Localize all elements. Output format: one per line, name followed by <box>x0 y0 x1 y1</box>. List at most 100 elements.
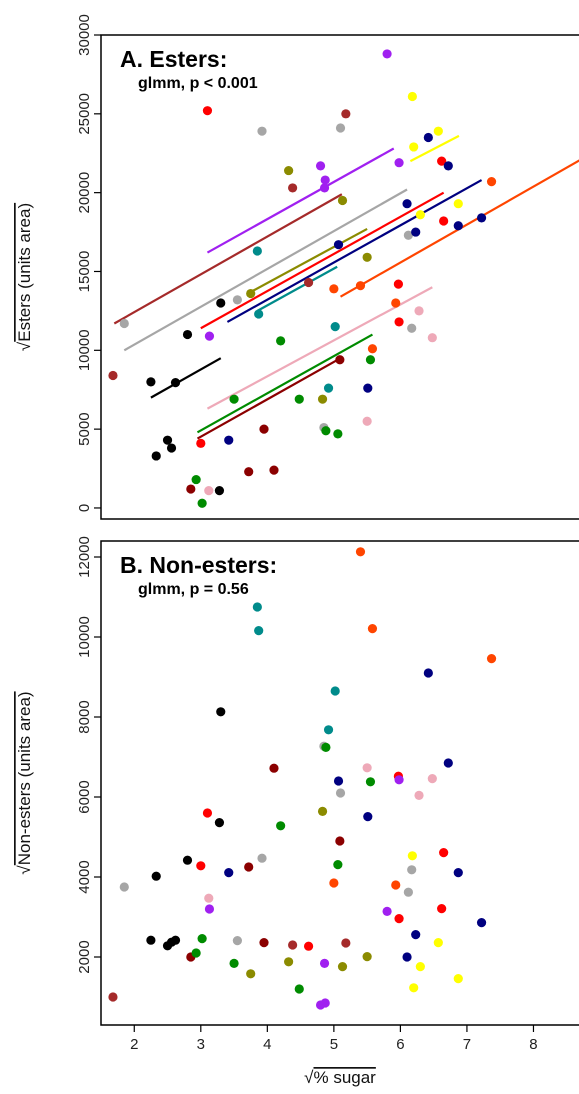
data-point-green <box>276 336 286 346</box>
regression-line-orange <box>339 159 579 298</box>
data-point-black <box>146 935 156 945</box>
data-point-black <box>214 486 225 496</box>
data-point-gray <box>403 887 413 897</box>
data-point-red <box>394 317 404 327</box>
data-point-black <box>170 935 181 945</box>
regression-line-black <box>150 357 222 399</box>
data-point-green <box>276 821 286 831</box>
data-point-green <box>333 429 343 439</box>
data-point-black <box>216 298 226 308</box>
data-point-red <box>439 848 449 858</box>
data-point-darkred <box>269 465 279 475</box>
data-point-navy <box>423 132 433 143</box>
data-point-green <box>229 958 239 969</box>
y-tick-label: 2000 <box>76 940 93 973</box>
data-point-brown <box>341 109 351 119</box>
data-point-brown <box>108 370 118 381</box>
data-point-navy <box>453 221 463 231</box>
data-point-navy <box>363 812 373 822</box>
data-point-brown <box>108 992 118 1002</box>
data-point-orange <box>355 547 366 557</box>
y-axis-label-text: Esters (units area) <box>15 203 34 342</box>
data-point-olive <box>337 962 348 972</box>
y-axis-label: √Non-esters (units area) <box>15 691 34 874</box>
data-point-navy <box>423 668 433 678</box>
data-point-yellow <box>453 974 463 984</box>
data-point-black <box>166 443 177 453</box>
data-point-olive <box>362 252 372 262</box>
data-point-red <box>437 904 447 914</box>
data-point-darkred <box>186 484 196 494</box>
y-axis-label-text: Non-esters (units area) <box>15 691 34 865</box>
x-axis-label-text: % sugar <box>313 1068 376 1087</box>
data-point-green <box>197 934 207 944</box>
data-point-black <box>170 378 181 388</box>
data-point-darkred <box>244 862 254 872</box>
data-point-purple <box>204 904 215 914</box>
data-point-gray <box>335 123 346 133</box>
data-point-orange <box>367 344 378 354</box>
data-point-purple <box>394 775 404 785</box>
data-point-navy <box>333 776 344 786</box>
regression-line-yellow <box>409 134 460 163</box>
y-tick-label: 10000 <box>76 329 93 371</box>
data-point-navy <box>363 383 373 393</box>
data-point-yellow <box>409 142 419 152</box>
data-point-orange <box>391 880 401 890</box>
data-point-olive <box>284 165 294 176</box>
data-point-brown <box>303 277 314 288</box>
data-point-teal <box>330 322 340 332</box>
data-point-navy <box>402 199 412 209</box>
data-point-navy <box>224 868 234 878</box>
data-point-green <box>321 426 331 436</box>
data-point-darkred <box>259 424 269 434</box>
data-point-purple <box>394 158 404 168</box>
data-point-gray <box>119 318 129 329</box>
data-point-pink <box>362 763 372 773</box>
data-point-yellow <box>409 983 419 993</box>
data-point-yellow <box>407 91 417 102</box>
data-point-purple <box>319 958 330 969</box>
data-point-red <box>439 216 449 226</box>
data-point-red <box>196 861 206 871</box>
data-point-darkred <box>244 467 254 477</box>
data-point-olive <box>246 969 256 979</box>
y-tick-label: 30000 <box>76 14 93 56</box>
data-point-yellow <box>415 210 425 220</box>
panel-subtitle: glmm, p = 0.56 <box>138 581 249 598</box>
data-point-darkred <box>335 355 345 365</box>
data-point-gray <box>407 865 417 875</box>
data-point-red <box>394 914 404 924</box>
y-tick-label: 0 <box>76 504 93 512</box>
data-point-green <box>365 777 376 787</box>
regression-line-red <box>200 191 445 330</box>
data-point-navy <box>453 868 463 878</box>
data-point-olive <box>337 195 348 206</box>
x-tick-label: 3 <box>197 1036 205 1053</box>
regression-line-purple <box>206 147 395 254</box>
regression-line-darkred <box>196 357 342 440</box>
regression-line-gray <box>123 188 408 352</box>
data-point-black <box>151 451 161 461</box>
data-point-purple <box>315 161 326 171</box>
data-point-green <box>229 394 239 404</box>
data-point-gray <box>335 788 346 798</box>
panel-title: A. Esters: <box>120 46 227 72</box>
data-point-navy <box>443 161 453 171</box>
data-point-brown <box>288 183 298 193</box>
y-tick-label: 5000 <box>76 412 93 445</box>
x-tick-label: 5 <box>330 1036 338 1053</box>
data-point-brown <box>288 940 298 950</box>
panel-subtitle: glmm, p < 0.001 <box>138 75 258 92</box>
data-point-olive <box>317 806 328 817</box>
data-point-navy <box>443 758 453 768</box>
data-point-gray <box>257 126 267 136</box>
x-axis: 23456789√% sugar <box>130 1025 538 1087</box>
data-point-orange <box>329 878 339 888</box>
data-point-navy <box>476 918 487 928</box>
data-point-navy <box>411 930 421 940</box>
data-point-green <box>191 948 201 958</box>
data-point-green <box>191 474 201 485</box>
x-axis-label-radical: √ <box>304 1068 314 1087</box>
